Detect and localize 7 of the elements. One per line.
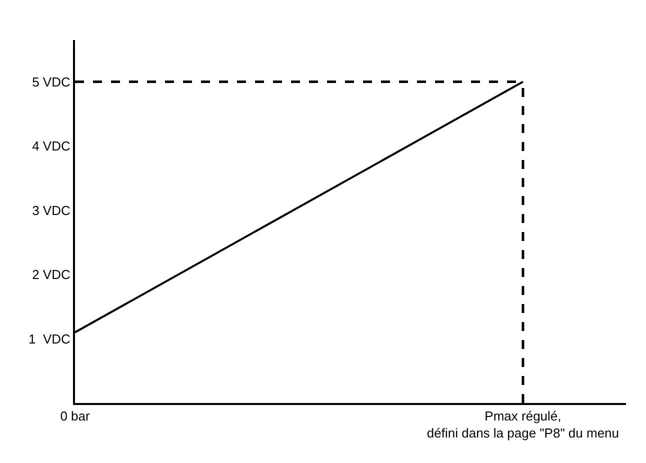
y-tick-label: 3 VDC — [32, 202, 70, 218]
y-tick-label: 4 VDC — [32, 138, 70, 154]
y-tick-label: 2 VDC — [32, 267, 70, 282]
y-tick-label: 5 VDC — [32, 74, 70, 90]
x-tick-label: Pmax régulé, défini dans la page "P8" du menu — [426, 408, 620, 440]
x-tick-label: 0 bar — [60, 408, 90, 424]
y-tick-label: 1 VDC — [28, 331, 70, 346]
